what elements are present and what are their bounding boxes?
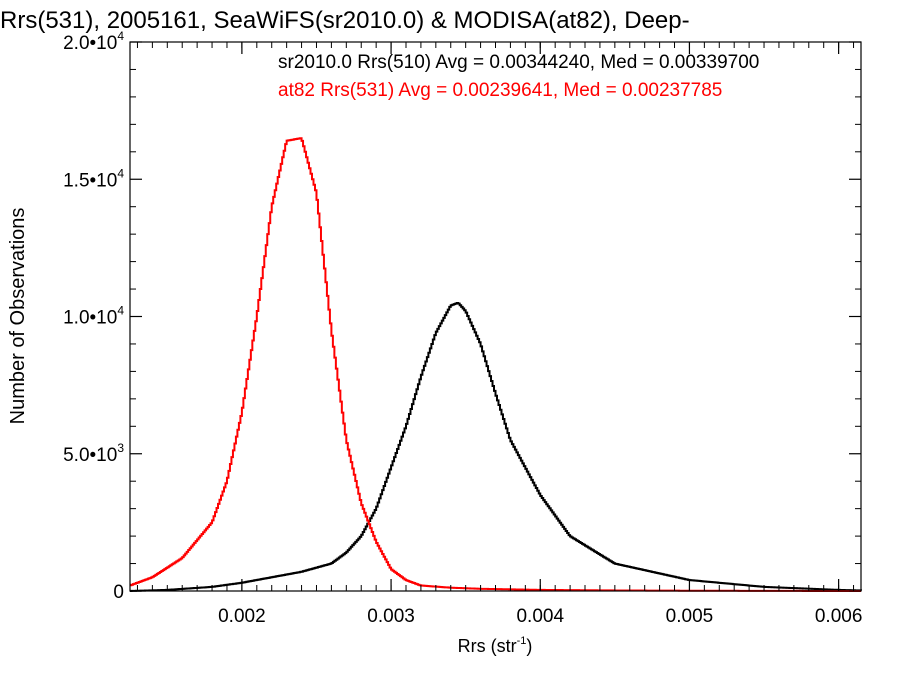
y-tick-label-base: 2.0•10 bbox=[63, 33, 117, 54]
y-tick-label-base: 0 bbox=[113, 582, 124, 603]
y-tick-label: 1.0•104 bbox=[63, 304, 124, 329]
y-tick-label-exponent: 4 bbox=[117, 166, 124, 180]
x-axis-label: Rrs (str-1) bbox=[458, 635, 533, 656]
y-axis-label: Number of Observations bbox=[7, 208, 29, 425]
x-tick-label: 0.003 bbox=[367, 606, 415, 627]
x-tick-label: 0.004 bbox=[516, 606, 564, 627]
y-tick-label-exponent: 3 bbox=[117, 441, 124, 455]
x-axis-label-close: ) bbox=[526, 636, 532, 656]
x-tick-label: 0.002 bbox=[218, 606, 266, 627]
series-line-1 bbox=[130, 302, 862, 592]
y-tick-label: 0 bbox=[113, 582, 124, 603]
y-tick-label-base: 1.5•10 bbox=[63, 170, 117, 191]
x-tick-label: 0.005 bbox=[666, 606, 714, 627]
plot-series-group bbox=[130, 137, 862, 592]
y-tick-label: 1.5•104 bbox=[63, 166, 124, 191]
x-tick-label: 0.006 bbox=[815, 606, 863, 627]
series-annotation-2: at82 Rrs(531) Avg = 0.00239641, Med = 0.… bbox=[278, 80, 722, 101]
y-tick-label: 2.0•104 bbox=[63, 29, 124, 54]
y-tick-label-exponent: 4 bbox=[117, 29, 124, 43]
series-annotation-1: sr2010.0 Rrs(510) Avg = 0.00344240, Med … bbox=[278, 52, 759, 73]
series-annotations: sr2010.0 Rrs(510) Avg = 0.00344240, Med … bbox=[278, 52, 759, 101]
y-tick-label-base: 1.0•10 bbox=[63, 308, 117, 329]
chart-title: Rrs(531), 2005161, SeaWiFS(sr2010.0) & M… bbox=[0, 7, 690, 34]
series-line-2 bbox=[130, 137, 861, 592]
x-axis-ticks: 0.002 0.003 0.004 0.005 0.006 bbox=[136, 42, 863, 627]
y-tick-label-exponent: 4 bbox=[117, 304, 124, 318]
y-tick-label-base: 5.0•10 bbox=[63, 445, 117, 466]
x-axis-label-main: Rrs (str bbox=[458, 636, 517, 656]
y-tick-label: 5.0•103 bbox=[63, 441, 124, 466]
plot-frame bbox=[129, 41, 862, 592]
x-axis-label-superscript: -1 bbox=[517, 635, 527, 647]
